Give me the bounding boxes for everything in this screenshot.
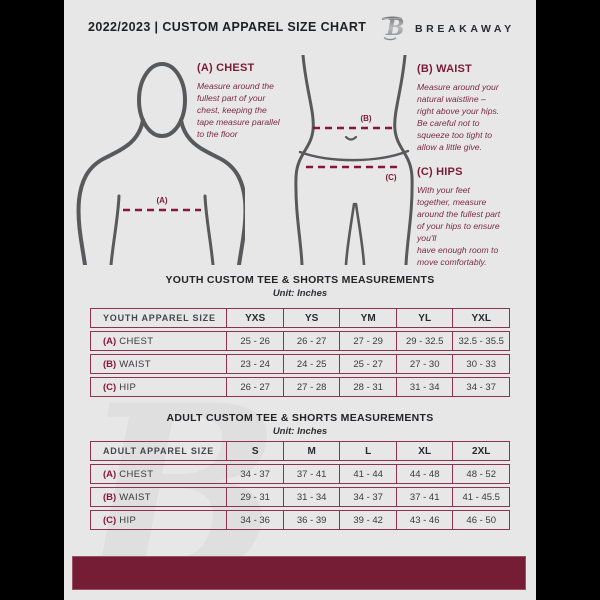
row-label: CHEST xyxy=(119,335,154,347)
table-cell: 27 - 30 xyxy=(395,355,453,373)
adult-table-header-row: ADULT APPAREL SIZE S M L XL 2XL xyxy=(90,441,510,461)
table-cell: 30 - 33 xyxy=(452,355,509,373)
table-cell: 34 - 37 xyxy=(339,488,396,506)
size-header-yl: YL xyxy=(395,309,453,327)
row-prefix: (C) xyxy=(103,381,117,393)
waist-section-description: Measure around your natural waistline – … xyxy=(417,82,500,153)
adult-chest-row: (A) CHEST 34 - 37 37 - 41 41 - 44 44 - 48… xyxy=(90,464,510,484)
table-cell: 27 - 28 xyxy=(282,378,340,396)
table-cell: 48 - 52 xyxy=(452,465,509,483)
page-title: 2022/2023 | CUSTOM APPAREL SIZE CHART xyxy=(88,20,367,34)
table-cell: 41 - 45.5 xyxy=(452,488,509,506)
row-prefix: (C) xyxy=(103,514,117,526)
table-cell: 36 - 39 xyxy=(282,511,340,529)
size-header-s: S xyxy=(226,442,283,460)
size-header-ym: YM xyxy=(339,309,396,327)
table-cell: 26 - 27 xyxy=(282,332,340,350)
hips-section-heading: (C) HIPS xyxy=(417,166,463,178)
row-label: CHEST xyxy=(119,468,154,480)
row-label: HIP xyxy=(119,514,137,526)
svg-text:B: B xyxy=(385,15,405,41)
table-cell: 34 - 37 xyxy=(452,378,509,396)
size-header-yxs: YXS xyxy=(226,309,283,327)
table-cell: 27 - 29 xyxy=(339,332,396,350)
youth-table-header-row: YOUTH APPAREL SIZE YXS YS YM YL YXL xyxy=(90,308,510,328)
adult-hip-row: (C) HIP 34 - 36 36 - 39 39 - 42 43 - 46 4… xyxy=(90,510,510,530)
breakaway-b-logo-icon: B xyxy=(381,14,405,47)
waist-line-label: (B) xyxy=(360,114,371,123)
table-cell: 29 - 31 xyxy=(226,488,283,506)
lower-body-diagram: (B) (C) xyxy=(294,55,414,265)
youth-hip-row: (C) HIP 26 - 27 27 - 28 28 - 31 31 - 34 3… xyxy=(90,377,510,397)
youth-chest-row: (A) CHEST 25 - 26 26 - 27 27 - 29 29 - 32… xyxy=(90,331,510,351)
adult-table-unit: Unit: Inches xyxy=(272,426,328,437)
row-label: HIP xyxy=(119,381,137,393)
youth-size-table: YOUTH APPAREL SIZE YXS YS YM YL YXL (A) C… xyxy=(90,308,510,400)
chest-line-label: (A) xyxy=(156,196,167,205)
youth-size-column-header: YOUTH APPAREL SIZE xyxy=(103,313,216,323)
adult-waist-row: (B) WAIST 29 - 31 31 - 34 34 - 37 37 - 41… xyxy=(90,487,510,507)
adult-size-table: ADULT APPAREL SIZE S M L XL 2XL (A) CHEST… xyxy=(90,441,510,533)
torso-diagram: (A) xyxy=(76,62,245,265)
hips-line-label: (C) xyxy=(385,173,396,182)
table-cell: 44 - 48 xyxy=(395,465,453,483)
youth-table-unit: Unit: Inches xyxy=(272,288,328,299)
size-header-yxl: YXL xyxy=(452,309,509,327)
adult-table-title: ADULT CUSTOM TEE & SHORTS MEASUREMENTS xyxy=(166,412,434,424)
table-cell: 26 - 27 xyxy=(226,378,283,396)
table-cell: 43 - 46 xyxy=(395,511,453,529)
table-cell: 37 - 41 xyxy=(282,465,340,483)
table-cell: 34 - 36 xyxy=(226,511,283,529)
row-label: WAIST xyxy=(119,491,151,503)
table-cell: 24 - 25 xyxy=(282,355,340,373)
table-cell: 25 - 26 xyxy=(226,332,283,350)
chest-section-heading: (A) CHEST xyxy=(197,62,255,74)
footer-bar xyxy=(72,556,526,590)
table-cell: 31 - 34 xyxy=(395,378,453,396)
size-header-ys: YS xyxy=(282,309,340,327)
row-prefix: (A) xyxy=(103,468,117,480)
hips-section-description: With your feet together, measure around … xyxy=(417,185,501,268)
youth-waist-row: (B) WAIST 23 - 24 24 - 25 25 - 27 27 - 30… xyxy=(90,354,510,374)
adult-size-column-header: ADULT APPAREL SIZE xyxy=(103,446,215,456)
row-prefix: (A) xyxy=(103,335,117,347)
table-cell: 25 - 27 xyxy=(339,355,396,373)
row-prefix: (B) xyxy=(103,358,117,370)
size-header-m: M xyxy=(282,442,340,460)
row-label: WAIST xyxy=(119,358,151,370)
size-header-l: L xyxy=(339,442,396,460)
table-cell: 39 - 42 xyxy=(339,511,396,529)
row-prefix: (B) xyxy=(103,491,117,503)
table-cell: 34 - 37 xyxy=(226,465,283,483)
table-cell: 28 - 31 xyxy=(339,378,396,396)
waist-section-heading: (B) WAIST xyxy=(417,63,472,75)
table-cell: 31 - 34 xyxy=(282,488,340,506)
table-cell: 37 - 41 xyxy=(395,488,453,506)
table-cell: 29 - 32.5 xyxy=(395,332,453,350)
table-cell: 23 - 24 xyxy=(226,355,283,373)
size-chart-document: 2022/2023 | CUSTOM APPAREL SIZE CHART B … xyxy=(64,0,536,600)
brand-name: BREAKAWAY xyxy=(415,23,515,35)
table-cell: 46 - 50 xyxy=(452,511,509,529)
table-cell: 41 - 44 xyxy=(339,465,396,483)
youth-table-title: YOUTH CUSTOM TEE & SHORTS MEASUREMENTS xyxy=(165,274,435,286)
size-header-2xl: 2XL xyxy=(452,442,509,460)
chest-section-description: Measure around the fullest part of your … xyxy=(197,81,280,140)
size-header-xl: XL xyxy=(395,442,453,460)
table-cell: 32.5 - 35.5 xyxy=(452,332,509,350)
